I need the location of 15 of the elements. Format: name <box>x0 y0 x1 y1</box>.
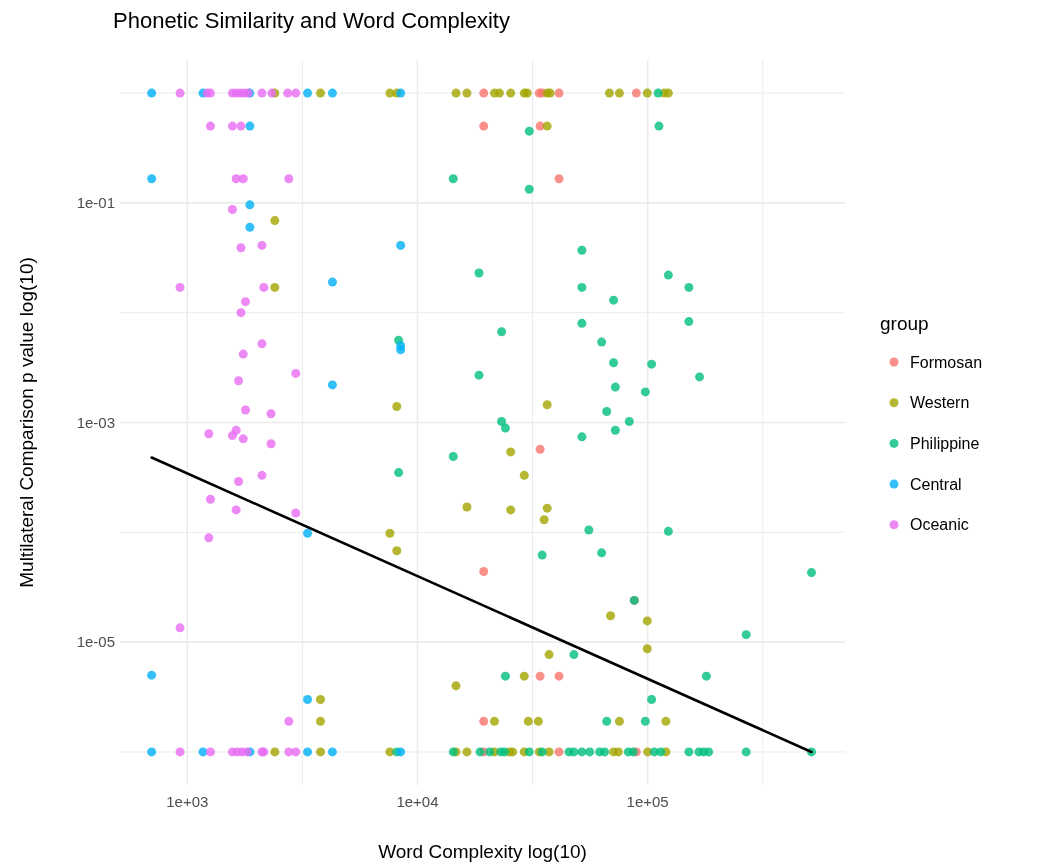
y-tick-label: 1e-01 <box>76 194 115 212</box>
legend-label: Western <box>910 394 970 412</box>
x-tick-label: 1e+04 <box>396 793 439 810</box>
y-axis-title: Multilateral Comparison p value log(10) <box>16 257 37 588</box>
chart-title: Phonetic Similarity and Word Complexity <box>113 8 510 33</box>
x-tick-label: 1e+03 <box>166 793 209 810</box>
y-tick-label: 1e-05 <box>76 633 115 651</box>
x-axis-title: Word Complexity log(10) <box>378 841 587 862</box>
legend-label: Philippine <box>910 435 980 452</box>
y-tick-label: 1e-03 <box>76 413 115 431</box>
legend-label: Central <box>910 475 962 493</box>
legend-label: Oceanic <box>910 516 969 534</box>
legend-title: group <box>880 313 929 334</box>
legend-label: Formosan <box>910 353 983 371</box>
x-tick-label: 1e+05 <box>626 793 669 810</box>
